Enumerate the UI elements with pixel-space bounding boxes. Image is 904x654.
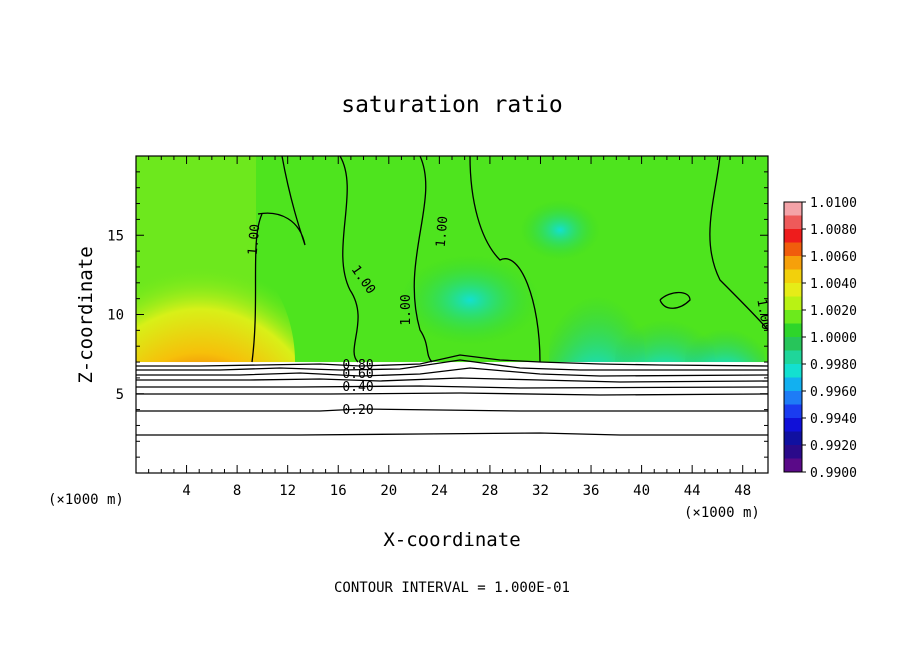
colorbar-swatch [784,458,802,473]
x-axis-label: X-coordinate [383,529,520,551]
contour-label: 0.80 [342,358,373,373]
colorbar-swatch [784,364,802,378]
colorbar-label: 1.0040 [810,277,857,292]
colorbar: 1.0100 1.0080 1.0060 1.0040 1.0020 1.0000 0.99… [783,196,857,481]
x-tick-label: 28 [481,483,498,499]
x-tick-label: 24 [431,483,448,499]
x-tick-label: 12 [279,483,296,499]
colorbar-label: 1.0020 [810,304,857,319]
contour-label: 1.00 [399,294,414,325]
colorbar-label: 0.9940 [810,412,857,427]
colorbar-label: 1.0080 [810,223,857,238]
colorbar-swatch [784,391,802,405]
colorbar-swatch [784,337,802,351]
colorbar-swatch [784,418,802,432]
contour-line [136,354,768,367]
chart-title: saturation ratio [341,92,563,118]
colorbar-swatch [784,431,802,446]
colorbar-swatch [784,296,802,311]
colorbar-swatch [784,269,802,284]
colorbar-swatch [784,310,802,324]
y-tick-label: 10 [107,308,124,324]
contour-line [709,156,768,331]
contour-line [257,156,306,246]
contour-label: 0.60 [342,367,373,382]
contour-line [339,156,359,363]
x-tick-label: 16 [330,483,347,499]
colorbar-label: 1.0100 [810,196,857,211]
y-tick-label: 5 [116,387,124,403]
colorbar-label: 0.9960 [810,385,857,400]
contour-labels: 1.001.001.001.001.000.800.600.400.20 [246,215,768,418]
x-tick-label: 40 [633,483,650,499]
colorbar-label: 1.0000 [810,331,857,346]
contour-lines [136,156,768,436]
colorbar-swatch [784,404,802,419]
colorbar-swatch [784,445,802,459]
contour-interval-footer: CONTOUR INTERVAL = 1.000E-01 [334,580,570,596]
contour-line [136,367,768,377]
colorbar-swatch [784,377,802,392]
y-tick-label: 15 [107,228,124,244]
plot-area: 1.001.001.001.001.000.800.600.400.20 [136,156,768,473]
x-axis-ticks: 4 8 12 16 20 24 28 32 36 40 44 48 [148,156,756,499]
colorbar-label: 1.0060 [810,250,857,265]
x-tick-label: 8 [233,483,241,499]
contour-label: 0.20 [342,403,373,418]
contour-line [136,359,768,371]
contour-line [469,156,541,363]
x-unit-right: (×1000 m) [684,505,760,521]
colorbar-label: 0.9980 [810,358,857,373]
colorbar-swatch [784,215,802,230]
colorbar-swatch [784,323,802,338]
colorbar-swatch [784,350,802,365]
contour-line [659,291,691,309]
contour-line [136,385,768,389]
cyan-region-upper [520,200,600,260]
colorbar-label: 0.9900 [810,466,857,481]
colorbar-swatch [784,283,802,297]
colorbar-swatch [784,202,802,216]
contour-label: 1.00 [434,215,452,248]
colorbar-label: 0.9920 [810,439,857,454]
contour-line [251,213,263,363]
x-tick-label: 44 [684,483,701,499]
contour-line [413,156,433,363]
contour-label: 0.40 [342,380,373,395]
contour-line [136,408,768,412]
cyan-region-mid [400,255,540,345]
contour-line [136,392,768,396]
contour-line [136,432,768,436]
x-tick-label: 4 [182,483,190,499]
contour-label: 1.00 [246,223,264,256]
colorbar-swatch [784,242,802,257]
x-tick-label: 48 [734,483,751,499]
y-axis-ticks: 5 10 15 [107,171,768,458]
colorbar-swatch [784,229,802,243]
x-tick-label: 36 [583,483,600,499]
x-tick-label: 20 [380,483,397,499]
colorbar-swatch [784,256,802,270]
x-unit-left: (×1000 m) [48,492,124,508]
y-axis-label: Z-coordinate [75,246,97,383]
contour-line [136,377,768,383]
x-tick-label: 32 [532,483,549,499]
